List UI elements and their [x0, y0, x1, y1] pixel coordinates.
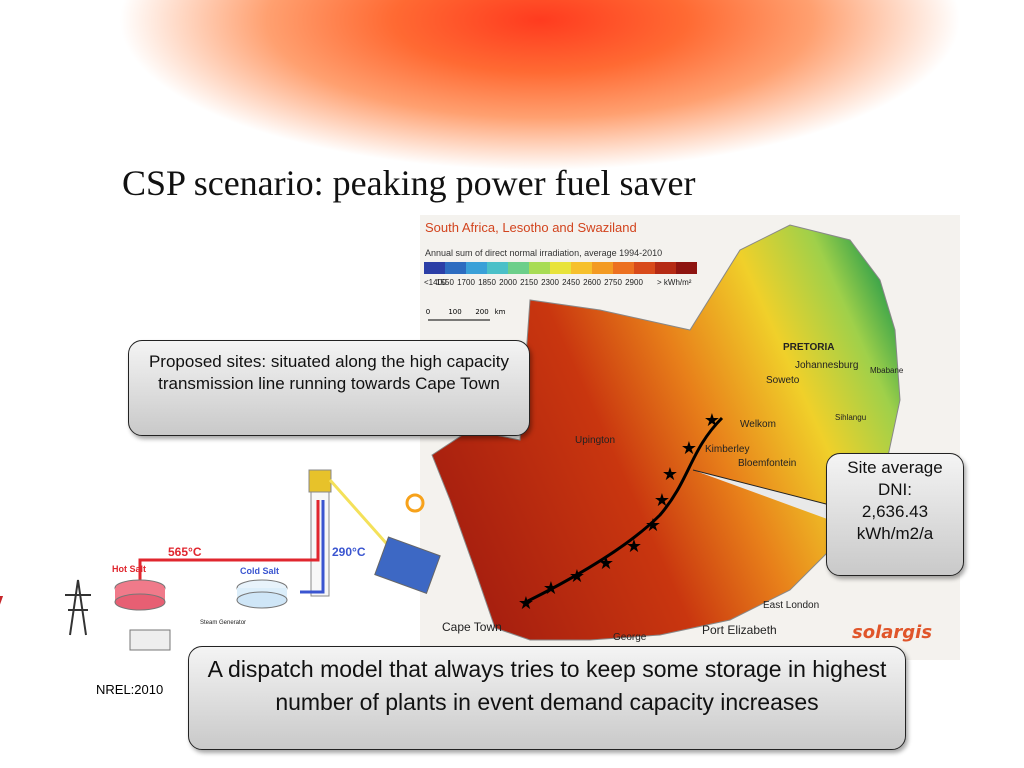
- dni-callout: Site average DNI: 2,636.43 kWh/m2/a: [826, 453, 964, 576]
- places: PRETORIA Johannesburg Soweto Welkom Bloemfon…: [442, 342, 904, 643]
- legend-swatch: [466, 262, 487, 274]
- source: NREL:2010: [96, 682, 164, 697]
- site-star: ★: [543, 578, 559, 599]
- place-name: Soweto: [766, 375, 800, 386]
- site-star: ★: [681, 438, 697, 459]
- csp-diagram: 565°C 290°C Hot Salt Cold Salt Steam Gen…: [0, 469, 441, 651]
- sites-callout: Proposed sites: situated along the high …: [128, 340, 530, 436]
- place-name: Sihlangu: [835, 413, 866, 422]
- place-name: Johannesburg: [795, 360, 858, 371]
- legend-label: <1400: [424, 278, 447, 287]
- legend-swatch: [424, 262, 445, 274]
- legend-swatch: [676, 262, 697, 274]
- legend-label: 1700: [457, 278, 475, 287]
- site-star: ★: [598, 553, 614, 574]
- steam-generator: Steam Generator: [200, 620, 246, 626]
- site-star: ★: [654, 490, 670, 511]
- scale-label: km: [495, 308, 506, 316]
- dispatch-callout: A dispatch model that always tries to ke…: [188, 646, 906, 750]
- transmission-line: [525, 416, 724, 604]
- cold-temp: 290°C: [332, 545, 366, 559]
- hot-temp: 565°C: [168, 545, 202, 559]
- legend-swatch: [487, 262, 508, 274]
- site-star: ★: [569, 566, 585, 587]
- legend-swatch: [592, 262, 613, 274]
- legend-label: 1850: [478, 278, 496, 287]
- legend-label: 2900: [625, 278, 643, 287]
- place-name: East London: [763, 600, 819, 611]
- legend-label: 2000: [499, 278, 517, 287]
- legend-label: 2750: [604, 278, 622, 287]
- place-name: Cape Town: [442, 620, 502, 634]
- legend-label: 2600: [583, 278, 601, 287]
- place-name: Mbabane: [870, 366, 904, 375]
- place-name: Port Elizabeth: [702, 623, 777, 637]
- place-name: George: [613, 632, 647, 643]
- site-star: ★: [518, 593, 534, 614]
- legend-swatch: [550, 262, 571, 274]
- place-name: Upington: [575, 435, 615, 446]
- scale-label: 200: [475, 308, 488, 316]
- legend-label: 1550: [436, 278, 454, 287]
- map-subtitle: Annual sum of direct normal irradiation,…: [425, 248, 662, 258]
- legend-swatch: [508, 262, 529, 274]
- legend-label: > kWh/m²: [657, 278, 692, 287]
- scale-label: 0: [426, 308, 430, 316]
- hot-tank: Hot Salt: [112, 564, 146, 574]
- legend-swatch: [445, 262, 466, 274]
- legend-label: 2150: [520, 278, 538, 287]
- place-name: PRETORIA: [783, 342, 835, 353]
- legend-label: 2300: [541, 278, 559, 287]
- site-star: ★: [645, 515, 661, 536]
- place-name: Bloemfontein: [738, 458, 796, 469]
- site-star: ★: [662, 464, 678, 485]
- background: [0, 0, 1024, 200]
- cold-tank: Cold Salt: [240, 566, 279, 576]
- scale-label: 100: [448, 308, 461, 316]
- legend-swatch: [655, 262, 676, 274]
- legend-swatch: [571, 262, 592, 274]
- legend-swatch: [613, 262, 634, 274]
- slide-title: CSP scenario: peaking power fuel saver: [122, 163, 696, 203]
- place-name: Welkom: [740, 419, 776, 430]
- legend-label: 2450: [562, 278, 580, 287]
- map-title: South Africa, Lesotho and Swaziland: [425, 220, 637, 235]
- legend-swatch: [634, 262, 655, 274]
- site-star: ★: [626, 536, 642, 557]
- site-star: ★: [704, 410, 720, 431]
- logo: solargis: [852, 622, 932, 643]
- south-africa-map: [431, 224, 901, 641]
- scale: 0 100 200 km: [426, 308, 506, 316]
- sites: ★★★★★★★★★★: [518, 410, 720, 614]
- legend-swatch: [529, 262, 550, 274]
- place-name: Kimberley: [705, 444, 749, 455]
